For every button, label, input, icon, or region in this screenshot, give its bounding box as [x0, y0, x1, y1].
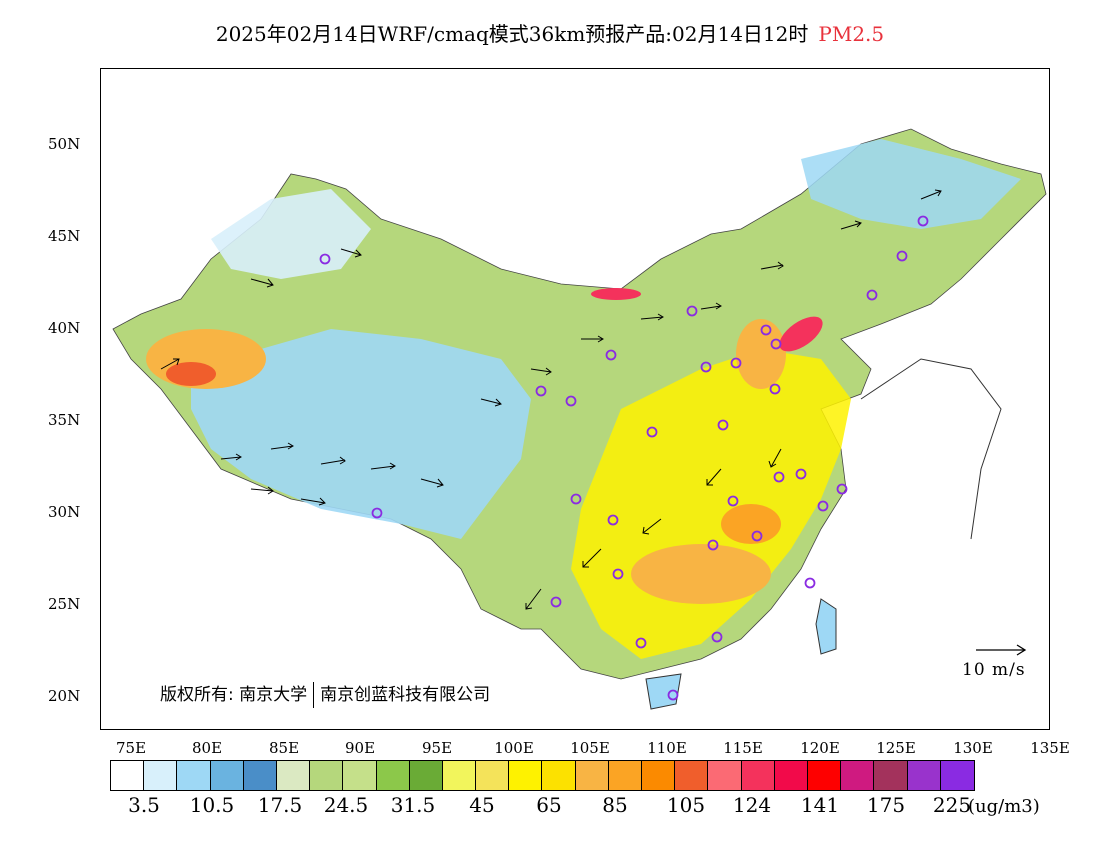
lat-label-30n: 30N — [48, 503, 81, 521]
pm25-map — [112, 128, 1047, 710]
region-tarim-core — [166, 362, 216, 386]
region-inner-mongolia-red — [591, 288, 641, 300]
colorbar-label: 10.5 — [189, 793, 235, 817]
colorbar-label: 175 — [866, 793, 906, 817]
colorbar-swatch — [807, 761, 842, 790]
lon-label-100e: 100E — [494, 739, 534, 757]
colorbar-swatch — [409, 761, 443, 790]
colorbar-swatch — [144, 761, 178, 790]
colorbar-swatch — [575, 761, 609, 790]
colorbar-swatch — [774, 761, 808, 790]
copyright-prefix: 版权所有: — [160, 685, 234, 705]
colorbar-swatch — [608, 761, 642, 790]
colorbar-label: 85 — [602, 793, 628, 817]
colorbar-swatch — [542, 761, 576, 790]
lon-label-95e: 95E — [421, 739, 453, 757]
colorbar-swatch — [708, 761, 742, 790]
colorbar-swatch — [210, 761, 244, 790]
colorbar-swatch — [907, 761, 941, 790]
lat-label-20n: 20N — [48, 687, 81, 705]
colorbar-label: 65 — [536, 793, 562, 817]
colorbar-label: 45 — [469, 793, 495, 817]
colorbar-label: 124 — [732, 793, 772, 817]
region-low-west — [191, 329, 531, 539]
coastline-east — [860, 358, 1002, 540]
taiwan-island — [815, 598, 837, 655]
colorbar-swatch — [276, 761, 311, 790]
lon-label-125e: 125E — [876, 739, 916, 757]
colorbar-label: 3.5 — [128, 793, 160, 817]
copyright-org2: 南京创蓝科技有限公司 — [320, 685, 491, 705]
colorbar-label: 17.5 — [257, 793, 303, 817]
lon-label-75e: 75E — [115, 739, 147, 757]
copyright-org1: 南京大学 — [239, 685, 308, 705]
copyright-note: 版权所有: 南京大学 南京创蓝科技有限公司 — [160, 680, 490, 708]
lat-label-25n: 25N — [48, 595, 81, 613]
colorbar-unit: (ug/m3) — [968, 796, 1040, 817]
lon-label-85e: 85E — [268, 739, 300, 757]
region-bohai-red — [779, 316, 823, 352]
colorbar-swatch — [841, 761, 875, 790]
station-markers — [319, 215, 929, 701]
colorbar-swatch — [310, 761, 344, 790]
colorbar-swatch — [243, 761, 277, 790]
region-base — [112, 128, 1047, 680]
lon-label-115e: 115E — [723, 739, 763, 757]
colorbar-swatch — [940, 761, 974, 790]
lon-label-110e: 110E — [647, 739, 687, 757]
colorbar-swatch — [642, 761, 676, 790]
colorbar-swatch — [343, 761, 377, 790]
region-hebei-orange — [736, 319, 786, 389]
lat-label-50n: 50N — [48, 135, 81, 153]
colorbar-swatch — [476, 761, 510, 790]
reference-arrow-icon — [976, 644, 1027, 656]
region-hunan-orange — [631, 544, 771, 604]
region-hubei-orange — [721, 504, 781, 544]
colorbar-label: 105 — [666, 793, 706, 817]
colorbar-swatch — [741, 761, 775, 790]
colorbar-swatch — [177, 761, 211, 790]
lon-label-130e: 130E — [953, 739, 993, 757]
lon-label-90e: 90E — [344, 739, 376, 757]
region-low-north — [211, 189, 371, 279]
copyright-separator — [313, 682, 315, 708]
colorbar-label: 141 — [800, 793, 840, 817]
colorbar — [110, 760, 975, 791]
colorbar-swatch — [442, 761, 477, 790]
map-panel[interactable] — [100, 68, 1050, 730]
pollutant-label: PM2.5 — [818, 22, 885, 46]
lon-label-120e: 120E — [800, 739, 840, 757]
map-title: 2025年02月14日WRF/cmaq模式36km预报产品:02月14日12时 P… — [0, 18, 1100, 47]
colorbar-label: 225 — [932, 793, 972, 817]
colorbar-swatch — [376, 761, 410, 790]
lon-label-80e: 80E — [191, 739, 223, 757]
colorbar-swatch — [509, 761, 543, 790]
colorbar-label: 24.5 — [323, 793, 369, 817]
colorbar-swatch — [675, 761, 709, 790]
lat-label-40n: 40N — [48, 319, 81, 337]
colorbar-swatch — [111, 761, 145, 790]
wind-vectors — [160, 189, 942, 610]
region-low-northeast — [801, 139, 1021, 229]
colorbar-label: 31.5 — [390, 793, 436, 817]
colorbar-swatch — [874, 761, 908, 790]
lat-label-35n: 35N — [48, 411, 81, 429]
reference-vector-label: 10 m/s — [962, 660, 1026, 680]
lon-label-135e: 135E — [1030, 739, 1070, 757]
title-text: 2025年02月14日WRF/cmaq模式36km预报产品:02月14日12时 — [215, 22, 809, 46]
lon-label-105e: 105E — [570, 739, 610, 757]
lat-label-45n: 45N — [48, 227, 81, 245]
